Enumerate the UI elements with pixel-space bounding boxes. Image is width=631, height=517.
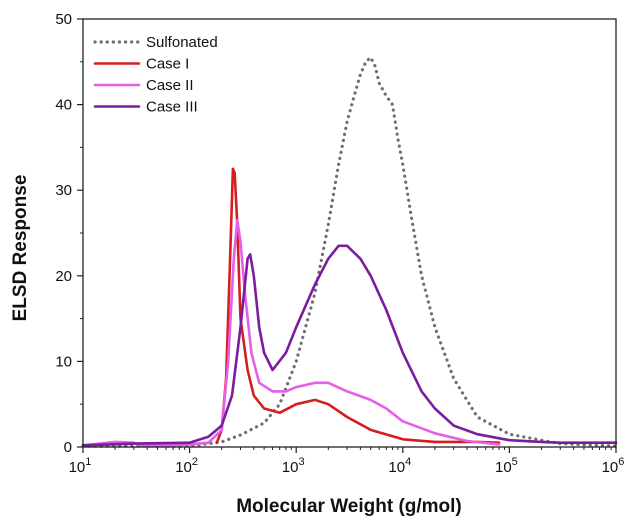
series-line-4 (81, 244, 618, 447)
y-tick-label-5: 40 (55, 97, 72, 114)
x-axis-title: Molecular Weight (g/mol) (236, 496, 462, 517)
series-line-3 (81, 218, 501, 448)
legend-label-4: Case III (146, 99, 198, 116)
x-tick-label-5: 105 (495, 456, 518, 476)
plot-area (81, 55, 618, 448)
y-tick-label-3: 20 (55, 268, 72, 285)
x-tick-label-3: 103 (282, 456, 305, 476)
legend-label-2: Case I (146, 56, 189, 73)
legend-label-3: Case II (146, 77, 194, 94)
y-tick-label-4: 30 (55, 182, 72, 199)
x-tick-label-2: 102 (175, 456, 198, 476)
axes: 101 102 103 104 105 106 0 10 20 30 40 50 (55, 11, 624, 476)
y-tick-label-2: 10 (55, 353, 72, 370)
legend-label-1: Sulfonated (146, 34, 218, 51)
x-tick-label-6: 106 (602, 456, 625, 476)
legend: Sulfonated Case I Case II Case III (93, 34, 218, 116)
series-line-1 (81, 55, 618, 448)
y-axis-title: ELSD Response (10, 175, 31, 322)
x-tick-label-1: 101 (69, 456, 92, 476)
y-tick-label-1: 0 (64, 439, 72, 456)
x-tick-label-4: 104 (388, 456, 411, 476)
series-line-2 (215, 167, 501, 444)
y-tick-label-6: 50 (55, 11, 72, 28)
